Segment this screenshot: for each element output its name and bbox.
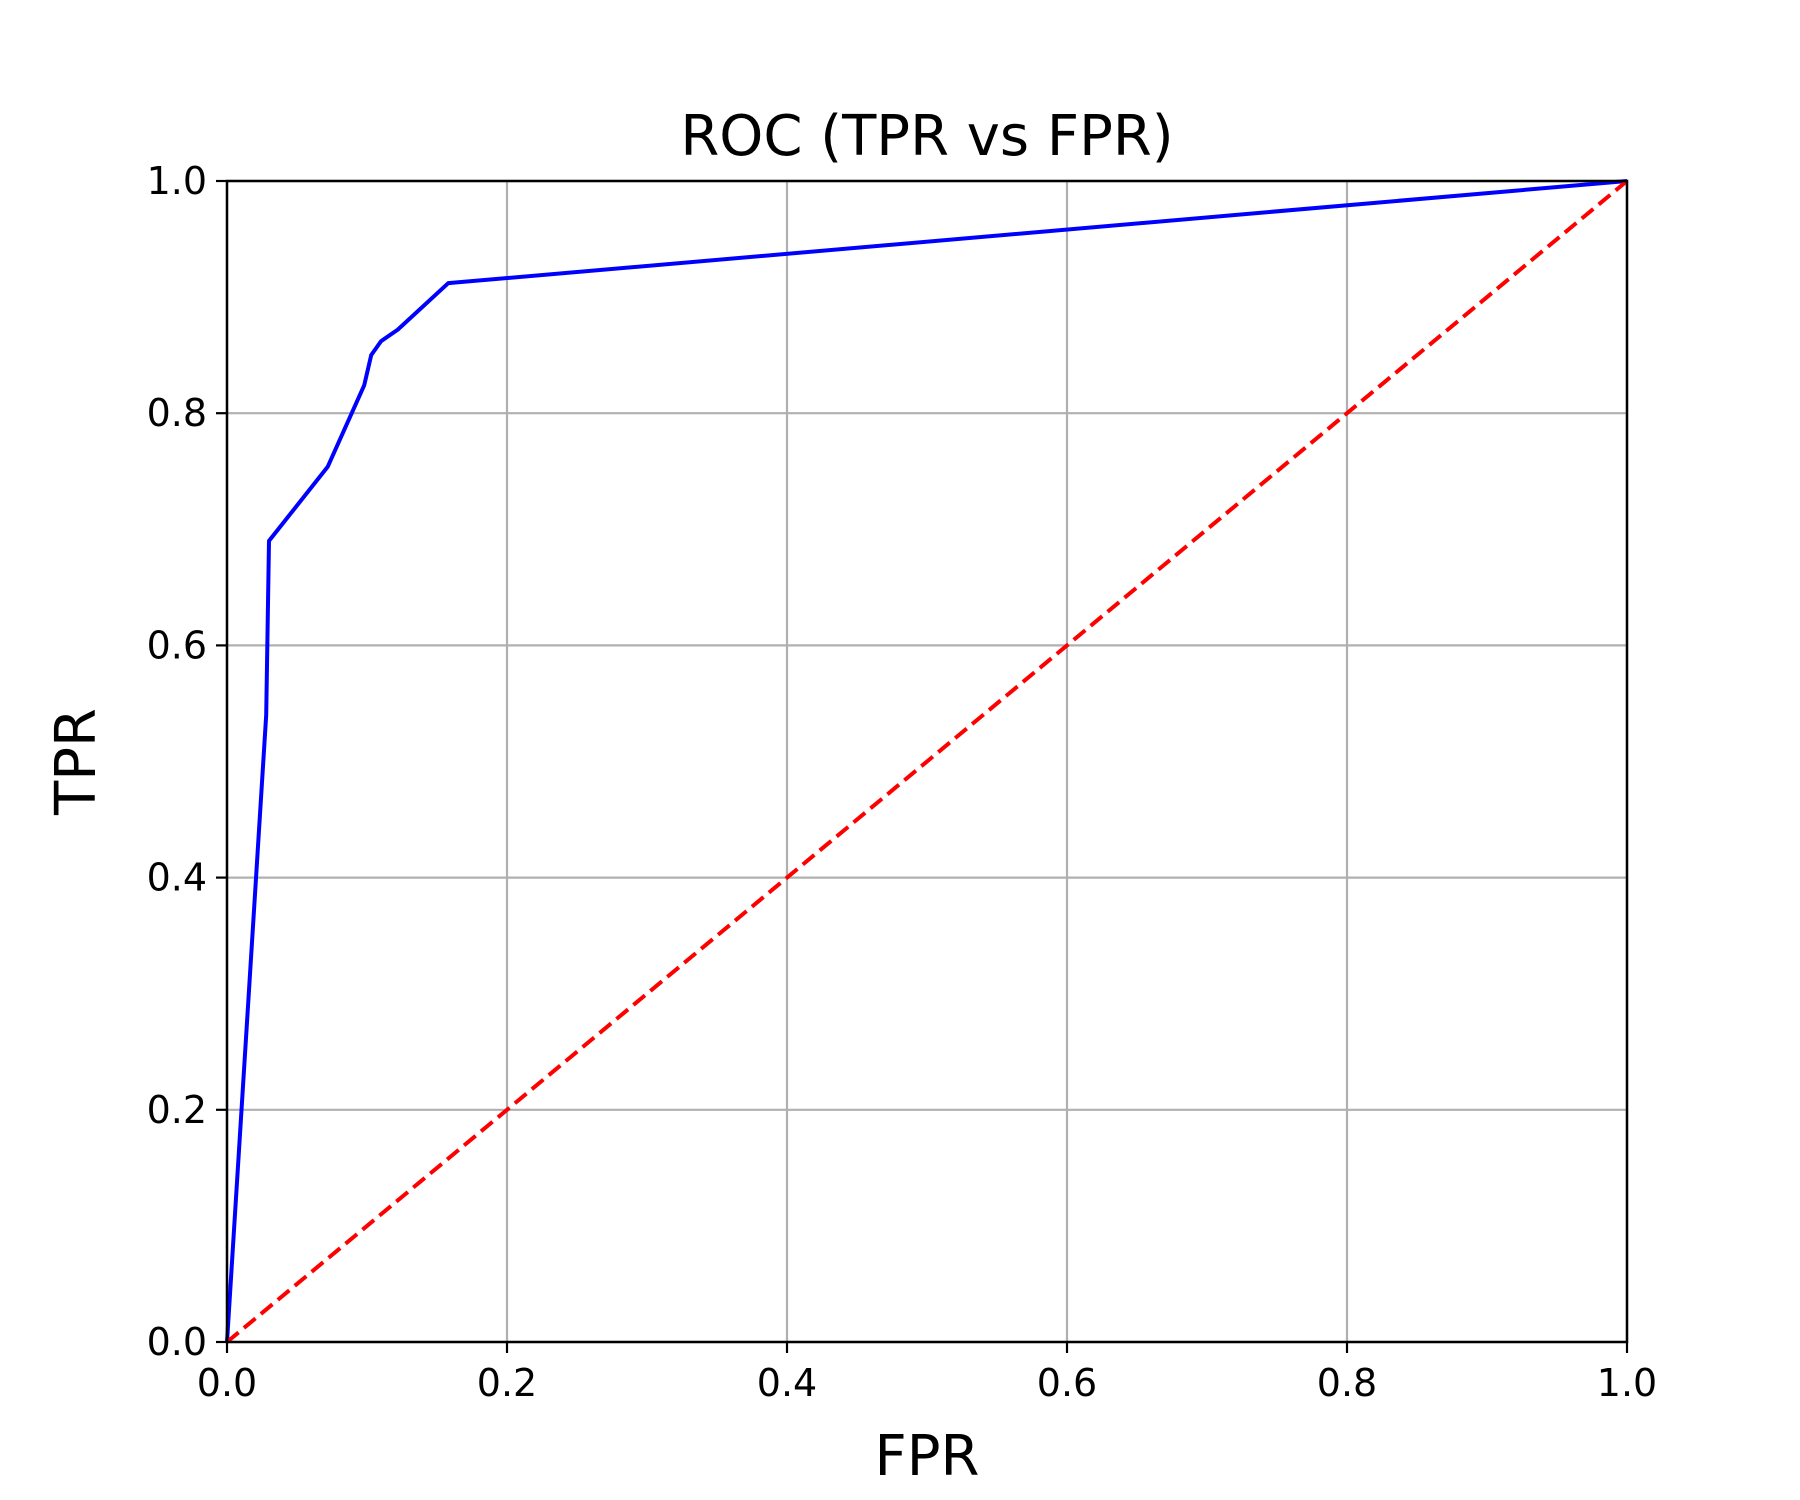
- x-axis-label: FPR: [875, 1424, 980, 1489]
- y-tick-label: 1.0: [147, 159, 207, 203]
- y-tick-label: 0.2: [147, 1088, 207, 1132]
- x-tick-label: 0.2: [477, 1361, 537, 1405]
- chance-diagonal-line: [225, 179, 1629, 1344]
- x-tick-label: 0.6: [1037, 1361, 1097, 1405]
- x-tick-label: 0.0: [197, 1361, 257, 1405]
- y-tick-label: 0.4: [147, 856, 207, 900]
- y-tick-label: 0.0: [147, 1320, 207, 1364]
- x-tick-label: 0.4: [757, 1361, 817, 1405]
- roc-curve-line: [225, 179, 1628, 1343]
- y-tick-label: 0.8: [147, 391, 207, 435]
- plot-series: [225, 179, 1629, 1344]
- x-tick-label: 0.8: [1317, 1361, 1377, 1405]
- x-tick-label: 1.0: [1597, 1361, 1657, 1405]
- y-tick-label: 0.6: [147, 623, 207, 667]
- chart-title: ROC (TPR vs FPR): [680, 104, 1173, 169]
- y-axis-label: TPR: [44, 708, 109, 816]
- plot-area-frame: [225, 179, 1629, 1344]
- axis-ticks: 0.0 0.2 0.4 0.6 0.8 1.0 0.0 0.2 0.4 0.6 0.8 1.0: [147, 159, 1658, 1405]
